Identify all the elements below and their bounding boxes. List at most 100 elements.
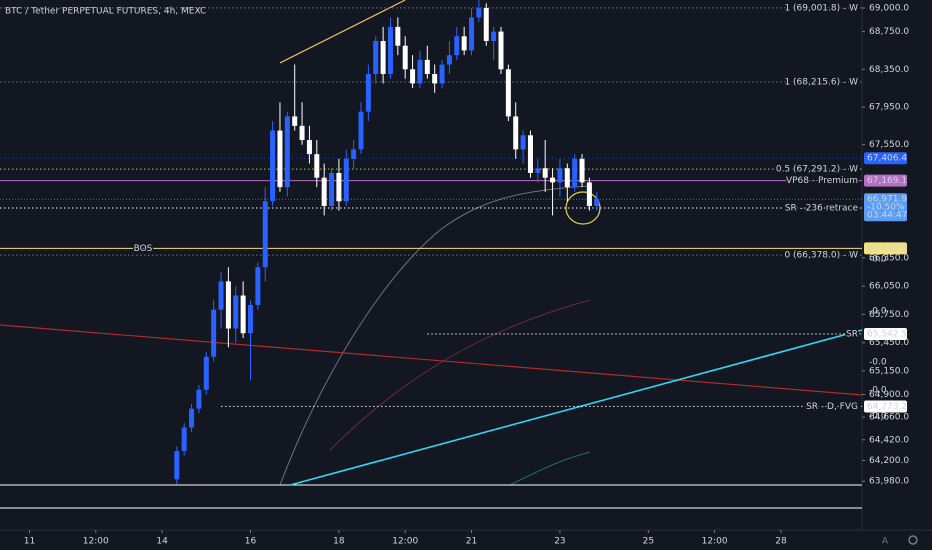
y-tick-label: 65,750.0 <box>869 310 909 320</box>
candle-body <box>461 36 467 51</box>
candle-body <box>586 182 592 206</box>
candle-body <box>535 168 541 173</box>
candle-body <box>579 158 585 183</box>
x-tick-label: 14 <box>156 537 168 547</box>
x-tick-label: 23 <box>554 537 565 547</box>
price-tag-label: 67,169.1 <box>867 176 907 186</box>
moving-average <box>509 451 591 486</box>
settings-icon[interactable] <box>908 535 918 545</box>
level-label: 0 (66,378.0) - W <box>784 251 858 261</box>
candle-body <box>277 130 283 188</box>
level-label: SR - 236 retrace <box>785 204 859 214</box>
candle-body <box>505 69 511 117</box>
candle-body <box>380 41 386 74</box>
candle-body <box>424 59 430 74</box>
moving-average <box>279 185 591 486</box>
level-label: SR - D, FVG <box>806 402 858 412</box>
candle-body <box>343 158 349 202</box>
candle-body <box>358 111 364 150</box>
level-label: BOS <box>134 244 153 254</box>
candle-body <box>520 135 526 150</box>
y-tick-label: 65,450.0 <box>869 338 909 348</box>
y-tick-label: 65,150.0 <box>869 366 909 376</box>
candle-body <box>564 168 570 188</box>
candle-body <box>247 304 253 334</box>
candle-body <box>594 199 600 206</box>
price-tag <box>864 152 907 165</box>
y-tick-label: 64,420.0 <box>869 435 909 445</box>
level-label: VP68 - Premium <box>786 176 858 186</box>
y-tick-label: 63,980.0 <box>869 477 909 487</box>
candle-body <box>476 8 482 18</box>
candle-body <box>498 31 504 70</box>
candle-body <box>402 45 408 70</box>
x-tick-label: 21 <box>466 537 477 547</box>
candle-body <box>542 168 548 178</box>
y-tick-label: 64,660.0 <box>869 413 909 423</box>
candle-body <box>314 154 320 178</box>
last-price-countdown: 03:44:47 <box>867 211 907 221</box>
candle-body <box>262 201 268 268</box>
candle-body <box>270 130 276 202</box>
candle-body <box>336 172 342 202</box>
candle-body <box>417 59 423 84</box>
last-price-change: -10.50% <box>867 203 905 213</box>
candle-body <box>513 116 519 150</box>
axis-note: -0.0 <box>869 358 887 368</box>
candle-body <box>321 177 327 206</box>
candle-body <box>469 17 475 51</box>
candle-body <box>299 125 305 140</box>
last-price-label: 66,971.9 <box>867 195 907 205</box>
candle-body <box>218 281 224 310</box>
candle-body <box>454 36 460 56</box>
last-price-tag <box>864 193 907 222</box>
y-tick-label: 66,350.0 <box>869 253 909 263</box>
candle-body <box>572 158 578 188</box>
candle-body <box>174 451 180 480</box>
candle-body <box>387 26 393 74</box>
candle-body <box>211 309 217 357</box>
price-tag-label: 67,406.4 <box>867 154 907 164</box>
trend-line <box>279 0 406 64</box>
candle-body <box>432 73 438 84</box>
x-tick-label: 25 <box>643 537 654 547</box>
candle-body <box>240 295 246 334</box>
candle-body <box>225 281 231 329</box>
scale-mode[interactable]: A <box>882 537 889 547</box>
candle-body <box>196 389 202 409</box>
y-tick-label: 68,350.0 <box>869 65 909 75</box>
y-tick-label: 69,000.0 <box>869 4 909 14</box>
candle-body <box>189 408 195 428</box>
axis-note: -0.0 <box>869 307 887 317</box>
price-tag <box>864 174 907 187</box>
y-tick-label: 66,050.0 <box>869 282 909 292</box>
price-axis <box>862 0 932 550</box>
axis-note: -0.0 <box>869 386 887 396</box>
price-tag <box>864 400 907 413</box>
candle-body <box>284 116 290 188</box>
y-tick-label: 64,900.0 <box>869 390 909 400</box>
x-tick-label: 12:00 <box>702 537 728 547</box>
candle-body <box>181 427 187 452</box>
y-tick-label: 67,950.0 <box>869 102 909 112</box>
symbol-title: BTC / Tether PERPETUAL FUTURES, 4h, MEXC <box>5 7 206 17</box>
x-tick-label: 12:00 <box>392 537 418 547</box>
candle-body <box>203 356 209 390</box>
candle-body <box>446 55 452 65</box>
x-tick-label: 12:00 <box>83 537 109 547</box>
x-tick-label: 28 <box>775 537 787 547</box>
candle-body <box>483 8 489 42</box>
axis-note: -0.0 <box>869 412 887 422</box>
candle-body <box>491 31 497 42</box>
candle-body <box>306 139 312 155</box>
candle-body <box>292 116 298 126</box>
x-tick-label: 11 <box>24 537 35 547</box>
level-label: SR <box>846 329 858 339</box>
level-label: 1 (68,215.6) - W <box>784 77 858 87</box>
candle-body <box>255 267 261 305</box>
candle-body <box>373 41 379 74</box>
level-label: 0.5 (67,291.2) - W <box>776 165 858 175</box>
candle-body <box>351 149 357 159</box>
price-tag <box>864 242 907 255</box>
